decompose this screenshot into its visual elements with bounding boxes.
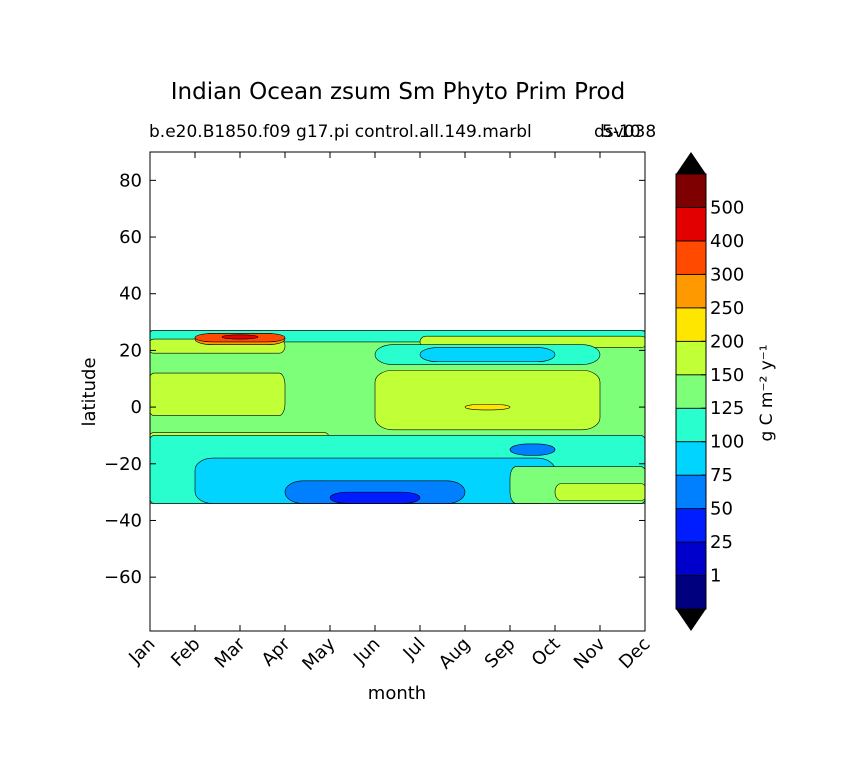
chart-subtitle-right-b: dsv038 <box>594 122 656 142</box>
colorbar-tick-label: 50 <box>710 499 733 520</box>
x-tick-label: Jun <box>349 634 384 669</box>
x-tick-label: Aug <box>435 634 475 674</box>
contour-region-8 <box>150 372 286 416</box>
colorbar-swatch <box>675 407 707 443</box>
x-axis-label: month <box>368 683 426 704</box>
colorbar-swatch <box>675 541 707 576</box>
x-tick-label: Jan <box>124 634 159 669</box>
colorbar-tick-label: 75 <box>710 465 733 486</box>
y-tick-label: 60 <box>119 227 142 248</box>
colorbar-extend-top <box>676 152 706 174</box>
y-tick-label: −40 <box>104 510 142 531</box>
colorbar-tick-label: 100 <box>710 432 744 453</box>
colorbar-swatch <box>675 240 707 275</box>
y-tick-label: 80 <box>119 170 142 191</box>
contour-region-14 <box>509 443 556 456</box>
colorbar-extend-bottom <box>676 609 706 631</box>
x-tick-label: Mar <box>211 633 250 672</box>
contour-region-7 <box>419 347 556 363</box>
contour-region-9 <box>374 369 601 431</box>
y-tick-label: 40 <box>119 284 142 305</box>
contour-region-16 <box>329 491 421 504</box>
x-tick-label: Oct <box>528 634 565 671</box>
y-axis: 80 60 40 20 0 −20 −40 −60 <box>104 170 645 588</box>
colorbar-swatch <box>675 508 707 543</box>
colorbar-swatch <box>675 374 707 409</box>
colorbar-tick-label: 125 <box>710 398 744 419</box>
colorbar-tick-label: 300 <box>710 264 744 285</box>
colorbar-swatch <box>675 474 707 510</box>
colorbar-swatch <box>675 207 707 242</box>
colorbar-swatch <box>675 441 707 476</box>
contour-region-18 <box>554 483 645 501</box>
colorbar-label: g C m⁻² y⁻¹ <box>757 344 777 441</box>
x-tick-label: May <box>298 633 339 674</box>
field-layer <box>150 330 645 504</box>
colorbar-tick-label: 250 <box>710 298 744 319</box>
x-tick-label: Feb <box>167 634 204 671</box>
colorbar-swatch <box>675 575 707 610</box>
plot-frame <box>149 151 646 632</box>
colorbar-swatch <box>675 307 707 342</box>
y-tick-label: 0 <box>131 397 142 418</box>
colorbar-swatch <box>675 173 707 208</box>
colorbar-swatch <box>675 273 707 309</box>
contour-region-10 <box>464 403 511 411</box>
chart-subtitle: b.e20.B1850.f09 g17.pi control.all.149.m… <box>149 122 532 142</box>
colorbar-tick-label: 200 <box>710 331 744 352</box>
colorbar-tick-label: 1 <box>710 566 721 587</box>
x-tick-label: Nov <box>570 633 610 673</box>
x-tick-label: Dec <box>615 634 654 673</box>
y-tick-label: −60 <box>104 567 142 588</box>
colorbar-tick-label: 500 <box>710 197 744 218</box>
y-tick-label: −20 <box>104 454 142 475</box>
plot-area <box>150 330 645 504</box>
x-tick-label: Apr <box>258 633 295 670</box>
colorbar-tick-label: 150 <box>710 365 744 386</box>
x-tick-label: Jul <box>399 634 430 665</box>
colorbar-swatch <box>675 340 707 376</box>
chart-title: Indian Ocean zsum Sm Phyto Prim Prod <box>171 79 625 105</box>
colorbar-frame <box>675 173 707 610</box>
contour-region-4 <box>221 334 259 340</box>
y-axis-label: latitude <box>79 357 100 426</box>
colorbar-tick-label: 25 <box>710 532 733 553</box>
x-tick-label: Sep <box>481 634 520 673</box>
y-tick-label: 20 <box>119 340 142 361</box>
chart-subtitle-right-a: 5-10 <box>602 122 641 142</box>
colorbar-tick-label: 400 <box>710 231 744 252</box>
